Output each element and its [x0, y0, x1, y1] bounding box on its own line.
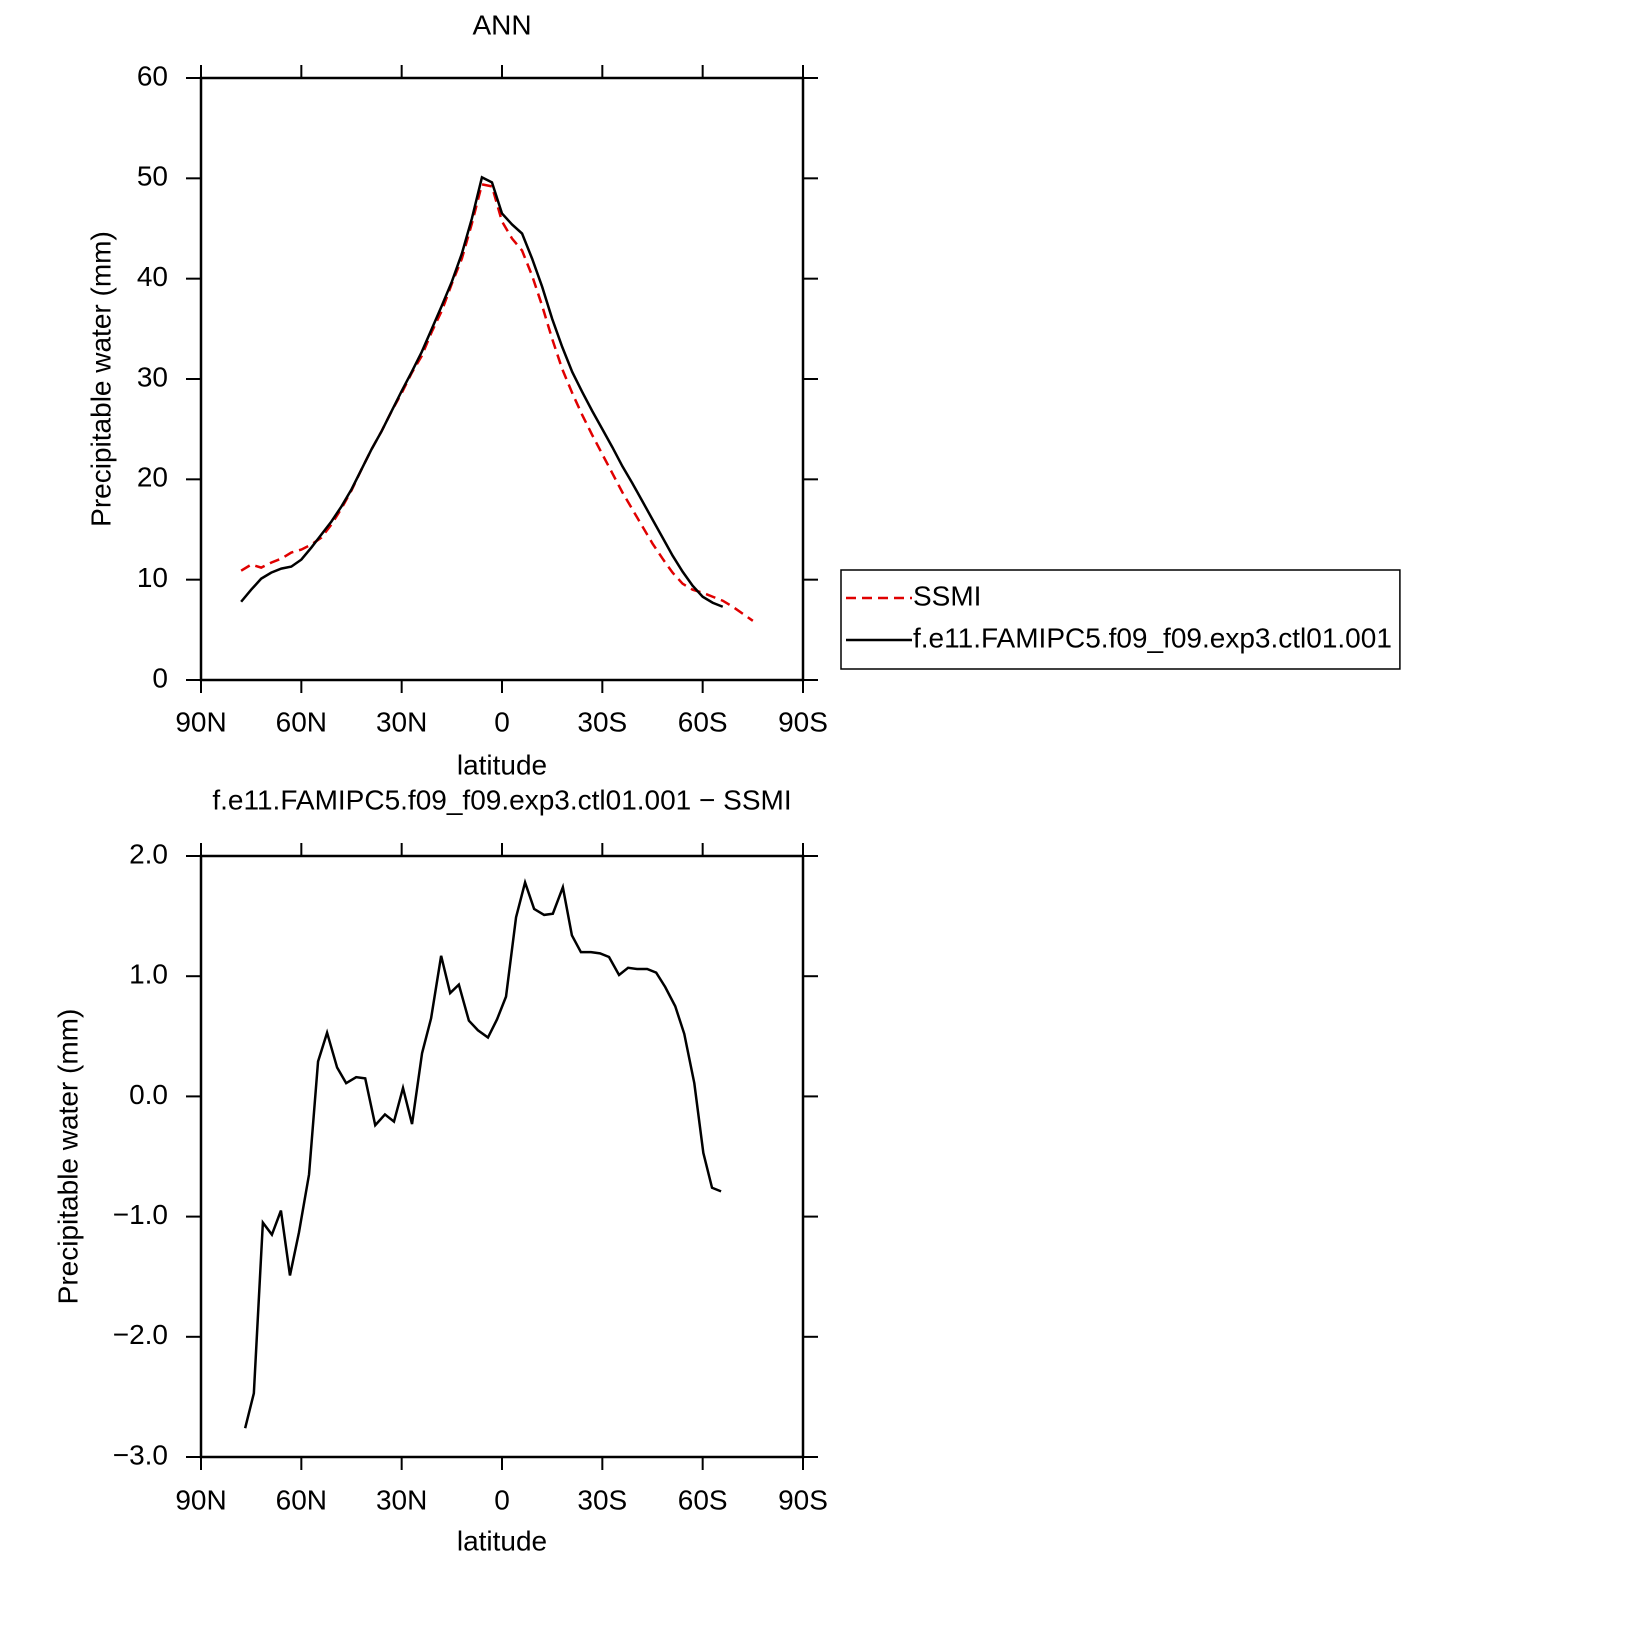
x-tick-label: 0	[494, 1484, 510, 1515]
legend-box	[840, 569, 1401, 670]
legend-label: f.e11.FAMIPC5.f09_f09.exp3.ctl01.001	[913, 622, 1392, 653]
x-tick-label: 30S	[577, 706, 627, 737]
y-tick-label: 0.0	[129, 1079, 168, 1110]
x-tick-label: 60N	[276, 1484, 327, 1515]
y-tick-label: 1.0	[129, 959, 168, 990]
x-tick-label: 60S	[678, 1484, 728, 1515]
y-tick-label: −3.0	[113, 1439, 168, 1470]
y-tick-label: 50	[137, 161, 168, 192]
plot-frame	[199, 854, 805, 1459]
x-tick-label: 90S	[778, 1484, 828, 1515]
x-tick-label: 30N	[376, 1484, 427, 1515]
x-tick-label: 30N	[376, 706, 427, 737]
data-line	[240, 175, 724, 608]
data-line	[243, 878, 722, 1429]
chart-title: f.e11.FAMIPC5.f09_f09.exp3.ctl01.001 − S…	[212, 784, 791, 815]
x-tick-label: 90S	[778, 706, 828, 737]
y-tick-label: 20	[137, 462, 168, 493]
y-axis-label: Precipitable water (mm)	[52, 1009, 83, 1305]
y-tick-label: 30	[137, 361, 168, 392]
y-axis-label: Precipitable water (mm)	[85, 231, 116, 527]
y-tick-label: −1.0	[113, 1199, 168, 1230]
y-tick-label: 60	[137, 60, 168, 91]
x-axis-label: latitude	[457, 1525, 547, 1556]
y-tick-label: 0	[152, 662, 168, 693]
x-axis-label: latitude	[457, 749, 547, 780]
x-tick-label: 30S	[577, 1484, 627, 1515]
data-line	[240, 182, 754, 622]
x-tick-label: 90N	[175, 706, 226, 737]
x-tick-label: 0	[494, 706, 510, 737]
legend-label: SSMI	[913, 580, 981, 611]
x-tick-label: 60N	[276, 706, 327, 737]
y-tick-label: 2.0	[129, 838, 168, 869]
x-tick-label: 60S	[678, 706, 728, 737]
y-tick-label: −2.0	[113, 1319, 168, 1350]
plot-frame	[199, 76, 805, 682]
y-tick-label: 40	[137, 261, 168, 292]
x-tick-label: 90N	[175, 1484, 226, 1515]
chart-title: ANN	[472, 9, 531, 40]
y-tick-label: 10	[137, 562, 168, 593]
